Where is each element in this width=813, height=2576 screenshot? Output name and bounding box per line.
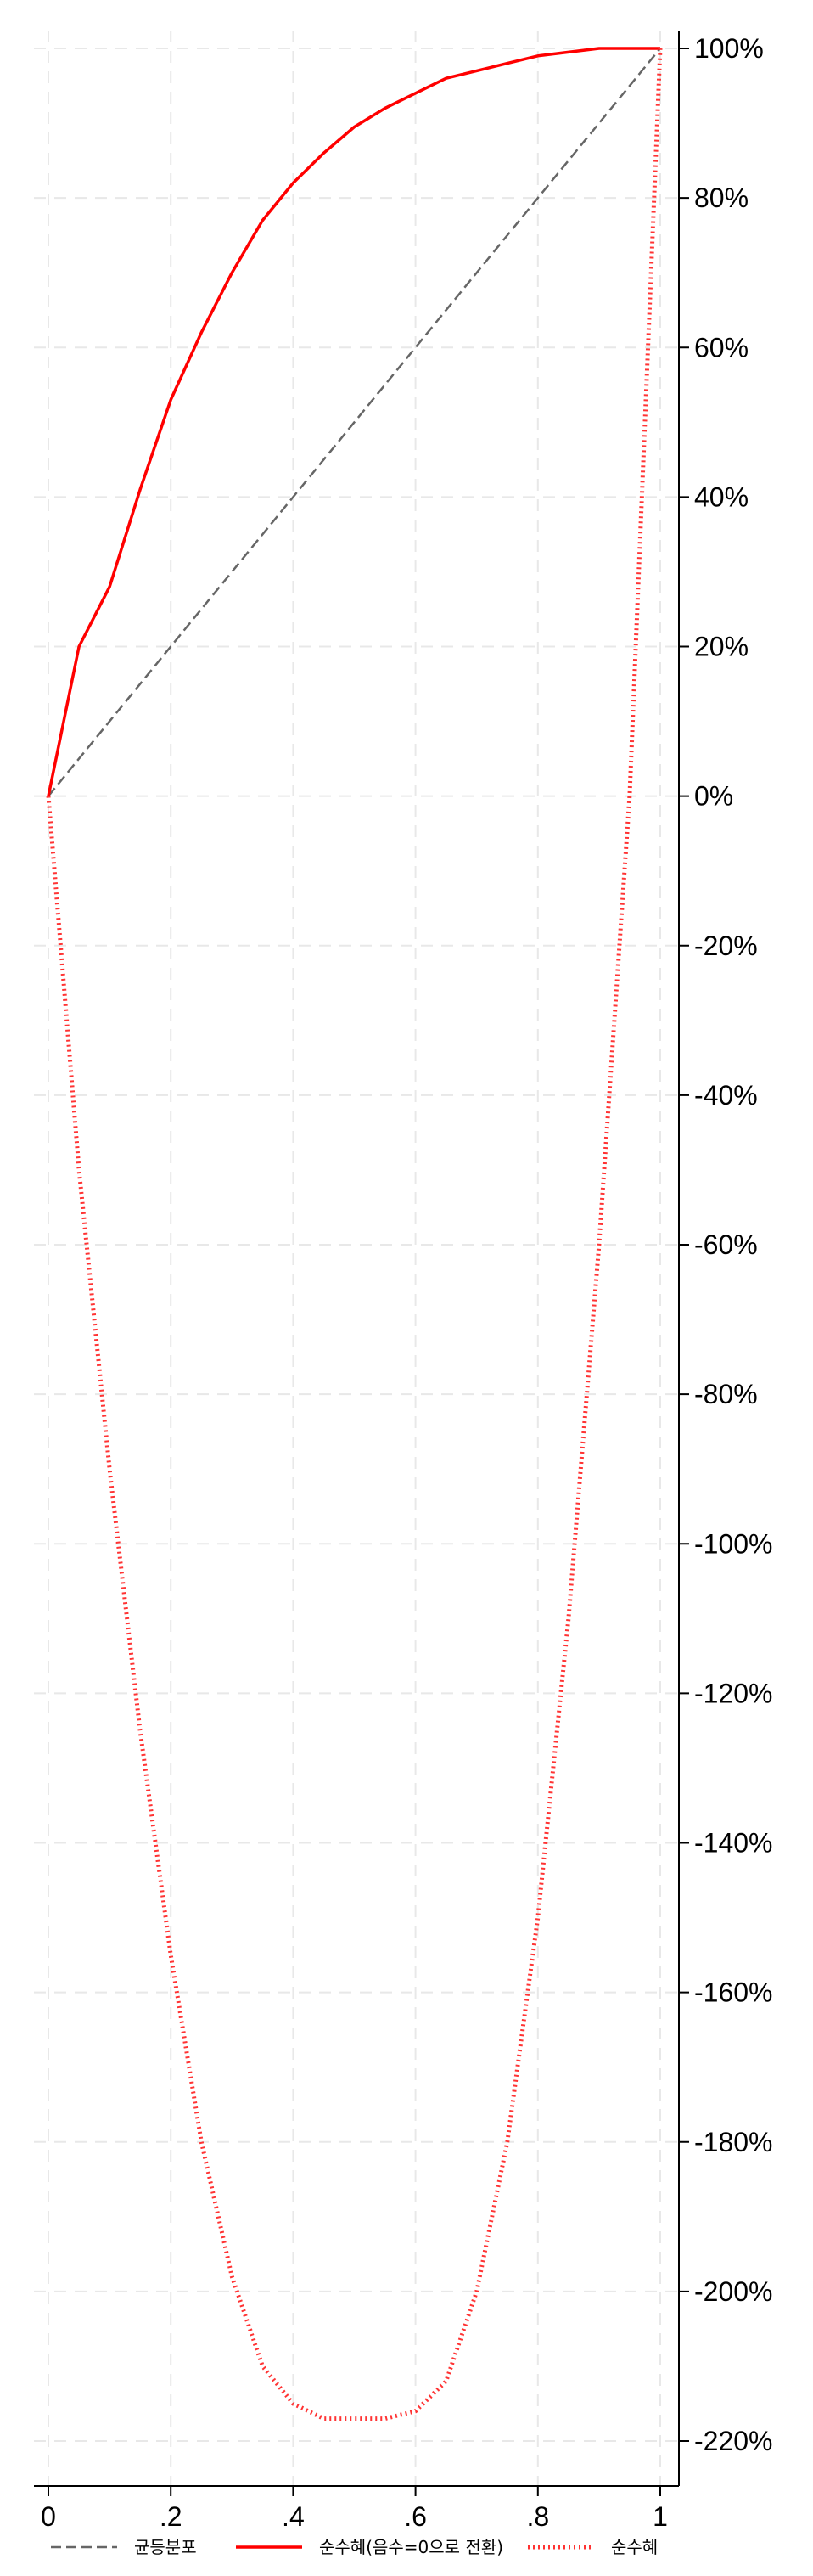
axes <box>34 31 680 2487</box>
y-tick-label: 40% <box>694 481 749 512</box>
y-tick-label: 0% <box>694 781 733 812</box>
legend-label-3: 순수혜 <box>611 2537 658 2557</box>
tick-labels: 0 .2 .4 .6 .8 1 100% 80% 60% 40% 20% 0% -20% -40% -60%… <box>41 33 772 2532</box>
y-tick-label: 20% <box>694 632 749 662</box>
series-line-2 <box>47 47 660 796</box>
y-tick-label: -40% <box>694 1080 758 1111</box>
y-tick-label: -220% <box>694 2426 773 2456</box>
legend-label-1: 균등분포 <box>134 2537 197 2557</box>
x-tick-label: .2 <box>160 2501 182 2532</box>
y-tick-label: 100% <box>694 33 764 64</box>
x-tick-label: 1 <box>653 2501 668 2532</box>
legend: 균등분포 순수혜(음수=0으로 전환) 순수혜 <box>51 2537 658 2557</box>
grid <box>34 31 679 2486</box>
y-tick-label: -180% <box>694 2127 773 2157</box>
x-tick-label: .6 <box>404 2501 427 2532</box>
x-tick-label: .4 <box>282 2501 305 2532</box>
x-tick-label: .8 <box>526 2501 549 2532</box>
y-tick-label: -120% <box>694 1678 773 1708</box>
y-tick-label: -140% <box>694 1828 773 1859</box>
series-line-3 <box>46 48 663 2421</box>
y-tick-label: -20% <box>694 931 758 961</box>
series-line-1 <box>48 48 661 797</box>
y-tick-label: -160% <box>694 1977 773 2008</box>
y-tick-label: -80% <box>694 1379 758 1409</box>
plot-series <box>46 47 663 2421</box>
x-tick-label: 0 <box>41 2501 56 2532</box>
y-tick-label: 80% <box>694 183 749 213</box>
legend-label-2: 순수혜(음수=0으로 전환) <box>319 2537 503 2557</box>
y-tick-label: -200% <box>694 2276 773 2307</box>
y-tick-label: -100% <box>694 1528 773 1559</box>
y-tick-label: 60% <box>694 332 749 363</box>
y-tick-label: -60% <box>694 1229 758 1260</box>
